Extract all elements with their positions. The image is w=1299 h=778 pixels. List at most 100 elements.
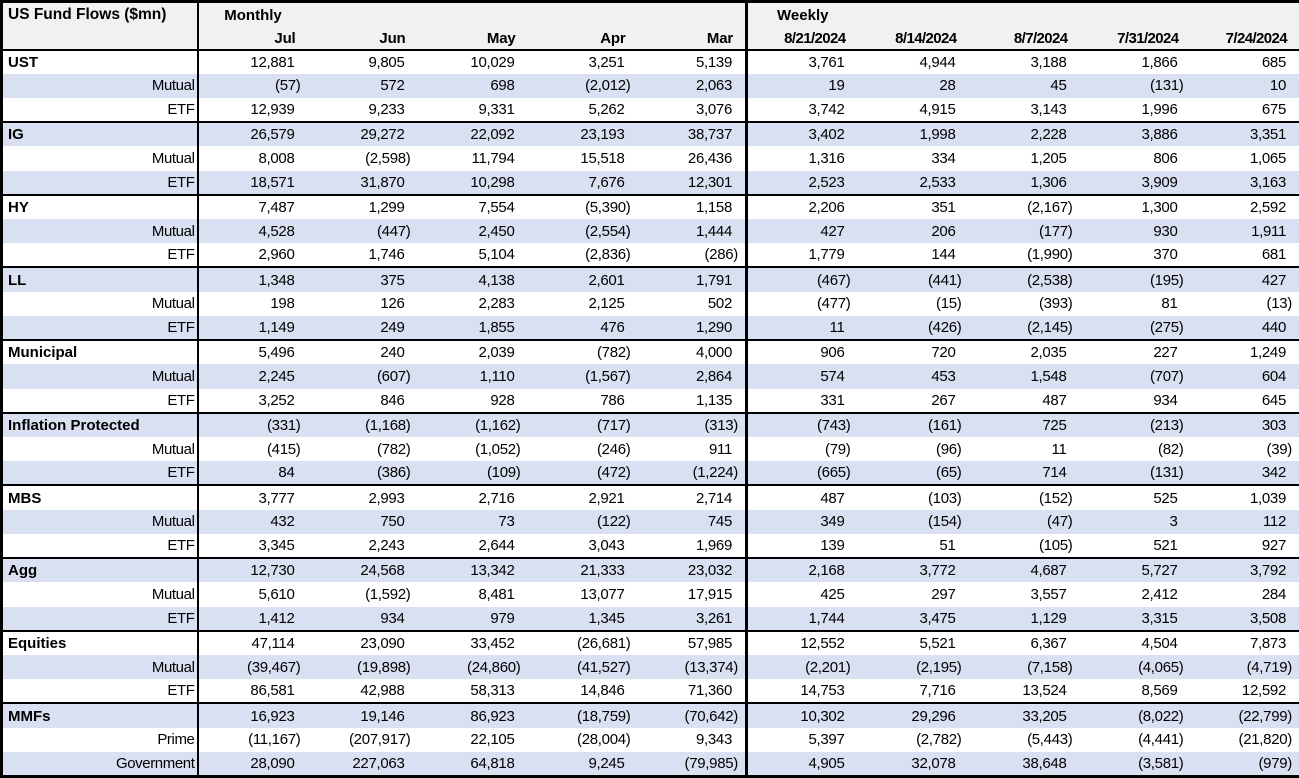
value-cell: 334: [931, 149, 956, 167]
value-cell: 4,138: [417, 267, 528, 292]
value-cell: (415): [266, 440, 301, 458]
value-cell: 10,298: [417, 170, 528, 195]
value-cell: (96): [936, 440, 962, 458]
sub-row: Mutual (57) 572 698 (2,012) 2,063 19 28 45 (131) 1…: [1, 73, 1299, 98]
row-label: Mutual: [1, 146, 199, 171]
value-cell: (105): [1038, 536, 1073, 554]
sub-row: Mutual 198 126 2,283 2,125 502 (477) (15) (393) 8…: [1, 291, 1299, 316]
value-cell: 2,533: [857, 170, 969, 195]
value-cell: 12,881: [250, 53, 295, 71]
value-cell: 144: [931, 246, 956, 264]
value-cell: 476: [527, 315, 638, 341]
value-cell: 2,450: [417, 219, 528, 244]
value-cell: 86,923: [417, 703, 528, 728]
value-cell: 2,063: [637, 73, 747, 98]
sub-row: ETF 12,939 9,233 9,331 5,262 3,076 3,742 4,915 3…: [1, 97, 1299, 123]
value-cell: 26,579: [197, 122, 308, 147]
value-cell: 2,716: [478, 489, 515, 507]
value-cell: (47): [968, 509, 1080, 534]
value-cell: 1,444: [637, 219, 747, 244]
value-cell: 934: [307, 606, 418, 631]
header-spacer: [1079, 1, 1191, 28]
row-label: Mutual: [1, 291, 199, 316]
value-cell: 930: [1079, 219, 1191, 244]
value-cell: 1,158: [695, 198, 732, 216]
value-cell: 3,777: [258, 489, 295, 507]
value-cell: 3,076: [695, 101, 732, 119]
sub-row: ETF 1,149 249 1,855 476 1,290 11 (426) (2,145) (2…: [1, 315, 1299, 341]
value-cell: 725: [968, 412, 1080, 437]
value-cell: 3,043: [588, 536, 625, 554]
value-cell: 3,792: [1190, 558, 1299, 583]
group-name-label: MBS: [1, 485, 199, 510]
sub-row: Mutual (39,467) (19,898) (24,860) (41,527) (1…: [1, 654, 1299, 680]
value-cell: 425: [745, 582, 858, 607]
value-cell: (28,004): [577, 731, 631, 749]
value-cell: 4,687: [968, 558, 1080, 583]
value-cell: 12,592: [1241, 682, 1286, 700]
header-spacer: [417, 1, 528, 28]
value-cell: (386): [307, 461, 418, 486]
value-cell: 4,000: [695, 344, 732, 362]
group-name-label: MMFs: [1, 703, 199, 728]
value-cell: (607): [307, 364, 418, 389]
value-cell: 3,772: [857, 558, 969, 583]
value-cell: 12,301: [637, 170, 747, 195]
value-cell: 22,105: [470, 731, 515, 749]
value-cell: (26,681): [577, 634, 631, 652]
value-cell: (472): [527, 461, 638, 486]
value-cell: 227,063: [307, 751, 418, 777]
date-column-header: 8/7/2024: [968, 27, 1080, 50]
table-title: US Fund Flows ($mn): [1, 1, 199, 50]
value-cell: 3,761: [745, 49, 858, 74]
value-cell: 10,302: [745, 703, 858, 728]
value-cell: 928: [490, 391, 515, 409]
value-cell: 6,367: [1030, 634, 1067, 652]
date-column-header: 7/31/2024: [1079, 27, 1191, 50]
value-cell: 112: [1190, 509, 1299, 534]
value-cell: 349: [745, 509, 858, 534]
value-cell: 16,923: [197, 703, 308, 728]
value-cell: 24,568: [307, 558, 418, 583]
value-cell: (39,467): [197, 654, 308, 680]
value-cell: (782): [596, 344, 631, 362]
sub-row: ETF 2,960 1,746 5,104 (2,836) (286) 1,779 144 (1…: [1, 243, 1299, 268]
sub-row: ETF 1,412 934 979 1,345 3,261 1,744 3,475 1,129 3…: [1, 606, 1299, 631]
value-cell: 3,351: [1190, 122, 1299, 147]
value-cell: 31,870: [307, 170, 418, 195]
value-cell: 1,348: [197, 267, 308, 292]
section-header-row: US Fund Flows ($mn) Monthly Weekly: [1, 1, 1299, 50]
value-cell: 3,261: [637, 606, 747, 631]
value-cell: 1,300: [1141, 198, 1178, 216]
value-cell: 51: [939, 536, 956, 554]
value-cell: 38,737: [637, 122, 747, 147]
sub-row: ETF 3,252 846 928 786 1,135 331 267 487 934 645: [1, 388, 1299, 413]
value-cell: 911: [708, 440, 732, 458]
row-label: Mutual: [1, 582, 199, 607]
value-cell: 5,521: [919, 634, 956, 652]
value-cell: (782): [376, 440, 411, 458]
row-label: Mutual: [1, 219, 199, 244]
value-cell: 58,313: [470, 682, 515, 700]
value-cell: (4,441): [1138, 731, 1184, 749]
value-cell: 4,915: [919, 101, 956, 119]
value-cell: 1,205: [1030, 149, 1067, 167]
value-cell: 1,996: [1141, 101, 1178, 119]
month-column-header: May: [417, 27, 528, 50]
value-cell: 806: [1153, 149, 1178, 167]
value-cell: 1,548: [968, 364, 1080, 389]
group-row: MBS 3,777 2,993 2,716 2,921 2,714 487 (103) (152…: [1, 485, 1299, 510]
value-cell: (286): [704, 246, 738, 264]
value-cell: 5,727: [1079, 558, 1191, 583]
value-cell: 1,791: [637, 267, 747, 292]
value-cell: 525: [1153, 489, 1178, 507]
value-cell: 3,315: [1079, 606, 1191, 631]
value-cell: 19: [745, 73, 858, 98]
value-cell: 17,915: [687, 585, 732, 603]
value-cell: (2,836): [585, 246, 631, 264]
value-cell: 19,146: [307, 703, 418, 728]
table-body: UST 12,881 9,805 10,029 3,251 5,139 3,761 4,944…: [1, 49, 1299, 777]
value-cell: 18,571: [197, 170, 308, 195]
value-cell: 440: [1190, 315, 1299, 341]
